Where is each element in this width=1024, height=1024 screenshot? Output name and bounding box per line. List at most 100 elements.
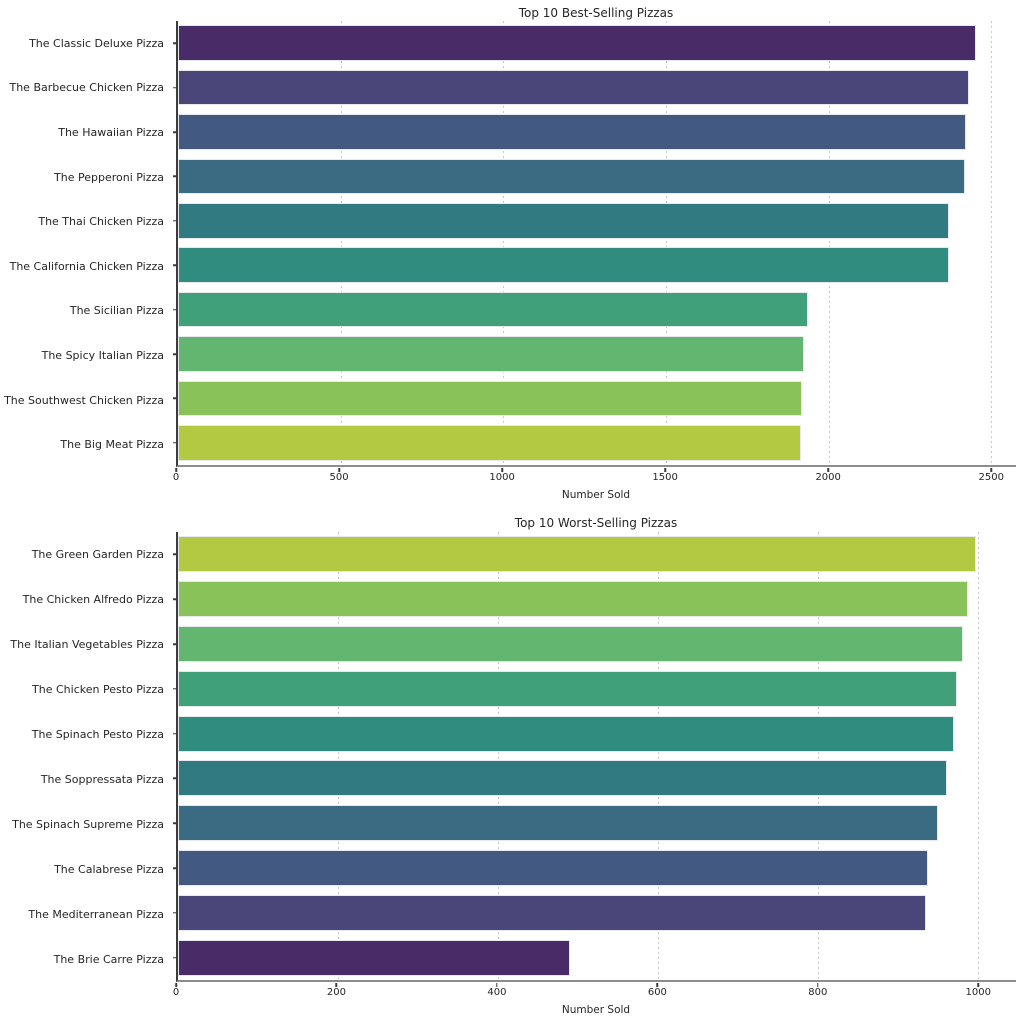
y-tick-label: The Chicken Alfredo Pizza [22, 593, 164, 606]
bar [178, 626, 964, 662]
chart-1-plot-area [173, 21, 1016, 467]
x-tick-label: 1000 [489, 472, 515, 483]
y-tick-mark [173, 264, 177, 266]
gridline-x-600 [658, 532, 660, 980]
gridline-x-500 [340, 21, 342, 465]
x-tick-mark [501, 468, 503, 472]
bar [178, 291, 809, 328]
gridline-x-2000 [828, 21, 830, 465]
y-tick-mark [173, 86, 177, 89]
x-tick-label: 2000 [815, 472, 841, 483]
y-tick-label: The Big Meat Pizza [60, 438, 164, 452]
y-tick-label: The Pepperoni Pizza [54, 170, 164, 184]
gridline-x-800 [818, 532, 820, 980]
chart-2-plot-area [173, 532, 1016, 982]
y-tick-mark [173, 353, 177, 355]
x-tick-label: 600 [647, 987, 667, 998]
y-tick-label: The Thai Chicken Pizza [38, 215, 164, 229]
y-tick-mark [173, 598, 177, 600]
bar [178, 203, 950, 239]
gridline-x-200 [338, 532, 340, 980]
bar [178, 114, 966, 150]
y-tick-label: The Hawaiian Pizza [58, 125, 164, 139]
x-tick-label: 200 [326, 987, 346, 998]
y-tick-label: The Mediterranean Pizza [28, 908, 164, 921]
bar [178, 939, 571, 976]
chart-2-xaxis-label: Number Sold [561, 1004, 631, 1016]
x-tick-mark [827, 468, 829, 472]
y-tick-label: The Green Garden Pizza [31, 548, 164, 561]
x-tick-mark [335, 983, 338, 987]
bar [178, 581, 968, 618]
bar [178, 894, 926, 931]
x-tick-mark [664, 468, 666, 472]
y-tick-mark [173, 42, 177, 44]
bar [178, 536, 976, 573]
x-tick-mark [656, 983, 659, 987]
y-tick-label: The Barbecue Chicken Pizza [9, 81, 164, 95]
y-tick-label: The Italian Vegetables Pizza [10, 638, 164, 651]
x-tick-label: 400 [487, 987, 507, 998]
x-tick-label: 0 [172, 472, 180, 483]
y-tick-label: The Chicken Pesto Pizza [32, 683, 164, 696]
y-tick-label: The Spicy Italian Pizza [41, 348, 164, 362]
x-tick-label: 1500 [652, 472, 678, 483]
x-tick-label: 800 [808, 987, 828, 998]
chart-2-ylabels: The Green Garden Pizza The Chicken Alfred… [0, 532, 170, 982]
gridline-x-1000 [503, 21, 505, 465]
y-tick-mark [173, 131, 177, 133]
bar [178, 760, 948, 797]
y-tick-label: The Sicilian Pizza [69, 304, 164, 318]
x-tick-mark [990, 468, 992, 472]
bar [178, 247, 949, 283]
y-tick-mark [173, 442, 177, 444]
bar [178, 670, 957, 707]
chart-2-title: Top 10 Worst-Selling Pizzas [514, 516, 678, 530]
y-tick-mark [173, 732, 177, 735]
y-tick-label: The Southwest Chicken Pizza [4, 393, 164, 407]
y-tick-mark [173, 912, 177, 914]
y-tick-mark [173, 956, 177, 959]
y-tick-label: The Calabrese Pizza [54, 863, 164, 876]
x-tick-mark [175, 468, 177, 472]
y-tick-label: The Spinach Supreme Pizza [12, 818, 164, 831]
y-tick-mark [173, 308, 177, 311]
x-tick-label: 500 [329, 472, 349, 483]
x-tick-mark [977, 983, 980, 987]
gridline-x-2500 [991, 21, 993, 465]
y-tick-mark [173, 553, 177, 556]
chart-1-ylabels: The Classic Deluxe Pizza The Barbecue Chi… [0, 21, 170, 467]
chart-1-title: Top 10 Best-Selling Pizzas [518, 6, 674, 20]
y-tick-label: The Spinach Pesto Pizza [31, 728, 164, 741]
gridline-x-400 [498, 532, 500, 980]
bar [178, 715, 955, 752]
x-tick-mark [496, 983, 498, 987]
bar [178, 336, 804, 372]
x-tick-label: 2500 [978, 472, 1004, 483]
y-tick-mark [173, 643, 177, 645]
gridline-x-1500 [665, 21, 667, 465]
y-tick-mark [173, 822, 177, 824]
y-tick-label: The Brie Carre Pizza [53, 953, 164, 966]
bar [178, 805, 939, 842]
bar [178, 425, 801, 461]
x-tick-label: 1000 [965, 987, 992, 998]
chart-1-xaxis-label: Number Sold [561, 489, 631, 501]
y-tick-label: The Soppressata Pizza [40, 773, 164, 786]
y-tick-mark [173, 688, 177, 690]
y-tick-mark [173, 175, 177, 178]
bar [178, 69, 970, 106]
x-tick-mark [338, 468, 340, 472]
y-tick-mark [173, 867, 177, 869]
y-tick-label: The Classic Deluxe Pizza [29, 36, 164, 50]
bar [178, 158, 965, 195]
bar [178, 25, 976, 61]
bar [178, 380, 802, 417]
gridline-x-1000 [978, 532, 980, 980]
y-tick-mark [173, 397, 177, 400]
x-tick-mark [817, 983, 819, 987]
y-tick-mark [173, 220, 177, 222]
chart-2-xaxis-ticks: 0 200 400 600 800 1000 [173, 983, 1016, 1001]
chart-1-xaxis-ticks: 0 500 1000 1500 2000 2500 [172, 468, 1016, 486]
